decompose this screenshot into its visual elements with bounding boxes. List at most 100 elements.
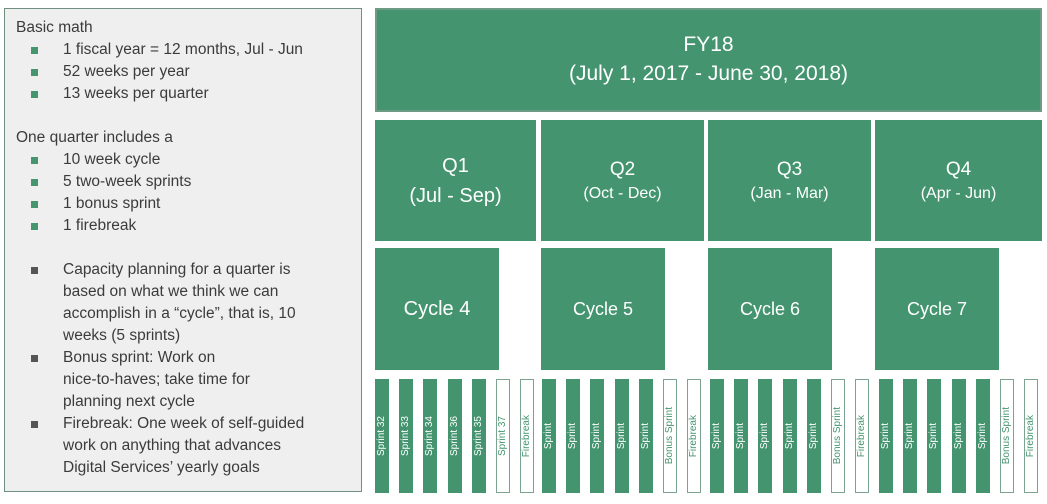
quarter-name: Q3 xyxy=(776,158,803,180)
sprint-column: Sprint xyxy=(734,379,749,493)
sprint-label: Bonus Sprint xyxy=(664,407,675,465)
sprint-label: Sprint 37 xyxy=(497,415,508,457)
square-bullet-icon xyxy=(31,47,38,54)
sprint-label: Sprint 33 xyxy=(400,415,412,457)
sprint-column: Sprint xyxy=(782,379,797,493)
sprint-column: Sprint xyxy=(614,379,629,493)
sprint-label: Sprint xyxy=(928,422,940,450)
quarter-name: Q2 xyxy=(609,158,636,180)
list-item: 13 weeks per quarter xyxy=(5,83,303,105)
sprint-label: Sprint 34 xyxy=(424,415,436,457)
sprint-label: Firebreak xyxy=(688,414,700,458)
square-bullet-icon xyxy=(31,69,38,76)
sprint-column: Sprint xyxy=(879,379,893,493)
square-bullet-icon xyxy=(31,179,38,186)
square-bullet-icon xyxy=(31,355,38,362)
sprint-label: Sprint xyxy=(543,422,554,450)
firebreak-column: Firebreak xyxy=(1024,379,1039,493)
quarter-heading: One quarter includes a xyxy=(16,129,173,146)
bonus-sprint-column: Bonus Sprint xyxy=(1000,379,1014,493)
square-bullet-icon xyxy=(31,421,38,428)
quarter-name: Q4 xyxy=(945,158,972,180)
list-item: Firebreak: One week of self-guided work o… xyxy=(5,413,304,479)
sprint-column: Sprint xyxy=(951,379,966,493)
list-item: 5 two-week sprints xyxy=(5,171,191,193)
bonus-sprint-column: Bonus Sprint xyxy=(663,379,677,493)
sprint-column: Sprint xyxy=(590,379,605,493)
cycle-block-7: Cycle 7 xyxy=(875,248,999,370)
sprint-label: Sprint xyxy=(880,422,891,450)
sprint-label: Sprint xyxy=(639,422,651,450)
firebreak-column: Firebreak xyxy=(855,379,870,493)
firebreak-column: Firebreak xyxy=(520,379,535,493)
sprint-column: Sprint xyxy=(566,379,581,493)
bonus-sprint-column: Sprint 37 xyxy=(496,379,510,493)
sprint-label: Bonus Sprint xyxy=(1001,407,1012,465)
sprint-label: Sprint xyxy=(711,422,722,450)
sprint-column: Sprint 32 xyxy=(375,379,389,493)
sprint-column: Sprint xyxy=(806,379,821,493)
list-item: 10 week cycle xyxy=(5,149,191,171)
list-item: 52 weeks per year xyxy=(5,61,303,83)
sprint-label: Firebreak xyxy=(1025,414,1037,458)
square-bullet-icon xyxy=(31,91,38,98)
sprint-column: Sprint xyxy=(927,379,942,493)
bonus-sprint-column: Bonus Sprint xyxy=(831,379,845,493)
quarter-block-q1: Q1 (Jul - Sep) xyxy=(375,120,536,241)
sprint-label: Sprint xyxy=(904,422,916,450)
sprint-column: Sprint 34 xyxy=(423,379,438,493)
sprint-column: Sprint xyxy=(542,379,556,493)
firebreak-column: Firebreak xyxy=(687,379,702,493)
quarter-name: Q1 xyxy=(442,154,469,177)
sprint-label: Sprint 36 xyxy=(448,415,460,457)
sprint-column: Sprint xyxy=(903,379,918,493)
notes-list: Capacity planning for a quarter is based … xyxy=(5,259,304,479)
sprint-label: Sprint xyxy=(735,422,747,450)
square-bullet-icon xyxy=(31,267,38,274)
sprint-label: Sprint 35 xyxy=(472,415,484,457)
sprint-column: Sprint 36 xyxy=(447,379,462,493)
quarter-block-q4: Q4 (Apr - Jun) xyxy=(875,120,1042,241)
sprint-column: Sprint 35 xyxy=(471,379,486,493)
basic-math-list: 1 fiscal year = 12 months, Jul - Jun 52 … xyxy=(5,39,303,105)
list-item: Bonus sprint: Work on nice-to-haves; take… xyxy=(5,347,304,413)
quarter-months: (Jan - Mar) xyxy=(750,184,829,202)
sprint-label: Sprint xyxy=(759,422,771,450)
sprint-label: Sprint xyxy=(783,422,795,450)
quarter-block-q2: Q2 (Oct - Dec) xyxy=(541,120,704,241)
info-panel: Basic math 1 fiscal year = 12 months, Ju… xyxy=(4,8,362,492)
sprint-column: Sprint xyxy=(638,379,653,493)
sprint-label: Firebreak xyxy=(521,414,533,458)
sprint-label: Firebreak xyxy=(856,414,868,458)
fiscal-year-title: FY18 xyxy=(683,33,734,56)
sprint-label: Sprint 32 xyxy=(376,415,387,457)
sprint-label: Sprint xyxy=(952,422,964,450)
sprint-label: Sprint xyxy=(807,422,819,450)
basic-math-heading: Basic math xyxy=(16,19,93,36)
fiscal-year-range: (July 1, 2017 - June 30, 2018) xyxy=(568,62,848,85)
quarter-months: (Jul - Sep) xyxy=(409,184,502,207)
sprint-label: Sprint xyxy=(591,422,603,450)
fiscal-year-block: FY18 (July 1, 2017 - June 30, 2018) xyxy=(375,8,1042,112)
quarter-months: (Apr - Jun) xyxy=(920,184,997,202)
sprint-column: Sprint xyxy=(758,379,773,493)
quarter-block-q3: Q3 (Jan - Mar) xyxy=(708,120,871,241)
cycle-block-4: Cycle 4 xyxy=(375,248,499,370)
square-bullet-icon xyxy=(31,223,38,230)
sprint-label: Sprint xyxy=(976,422,988,450)
list-item: 1 firebreak xyxy=(5,215,191,237)
list-item: 1 bonus sprint xyxy=(5,193,191,215)
sprint-label: Sprint xyxy=(567,422,579,450)
quarter-list: 10 week cycle 5 two-week sprints 1 bonus… xyxy=(5,149,191,237)
sprint-column: Sprint xyxy=(710,379,724,493)
list-item: 1 fiscal year = 12 months, Jul - Jun xyxy=(5,39,303,61)
cycle-block-6: Cycle 6 xyxy=(708,248,832,370)
sprint-column: Sprint 33 xyxy=(399,379,414,493)
square-bullet-icon xyxy=(31,201,38,208)
cycle-block-5: Cycle 5 xyxy=(541,248,665,370)
sprint-label: Sprint xyxy=(615,422,627,450)
quarter-months: (Oct - Dec) xyxy=(583,184,662,202)
sprint-column: Sprint xyxy=(975,379,990,493)
sprint-label: Bonus Sprint xyxy=(832,407,843,465)
square-bullet-icon xyxy=(31,157,38,164)
